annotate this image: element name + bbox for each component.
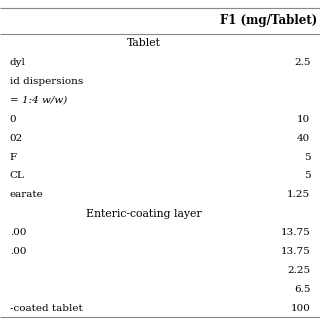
Text: 2.5: 2.5 — [294, 58, 310, 67]
Text: 6.5: 6.5 — [294, 285, 310, 294]
Text: .00: .00 — [10, 247, 26, 256]
Text: = 1:4 w/w): = 1:4 w/w) — [10, 96, 67, 105]
Text: Tablet: Tablet — [127, 38, 161, 48]
Text: 13.75: 13.75 — [281, 247, 310, 256]
Text: 02: 02 — [10, 133, 23, 142]
Text: 100: 100 — [291, 304, 310, 313]
Text: F: F — [10, 153, 17, 162]
Text: F1 (mg/Tablet): F1 (mg/Tablet) — [220, 14, 317, 27]
Text: .00: .00 — [10, 228, 26, 237]
Text: 40: 40 — [297, 133, 310, 142]
Text: Enteric-coating layer: Enteric-coating layer — [86, 209, 202, 219]
Text: 2.25: 2.25 — [287, 267, 310, 276]
Text: 10: 10 — [297, 115, 310, 124]
Text: 13.75: 13.75 — [281, 228, 310, 237]
Text: 5: 5 — [304, 172, 310, 180]
Text: 5: 5 — [304, 153, 310, 162]
Text: 0: 0 — [10, 115, 16, 124]
Text: -coated tablet: -coated tablet — [10, 304, 82, 313]
Text: CL: CL — [10, 172, 24, 180]
Text: dyl: dyl — [10, 58, 26, 67]
Text: earate: earate — [10, 190, 43, 199]
Text: id dispersions: id dispersions — [10, 76, 83, 85]
Text: 1.25: 1.25 — [287, 190, 310, 199]
